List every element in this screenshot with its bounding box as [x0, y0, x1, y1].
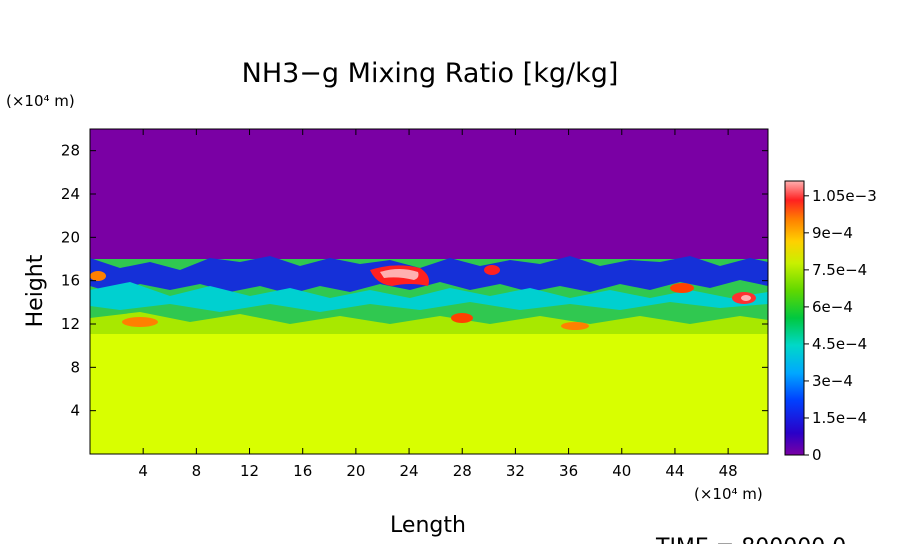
- hotspot-a: [451, 313, 473, 323]
- x-tick-label-5: 24: [400, 462, 419, 480]
- chart-title: NH3−g Mixing Ratio [kg/kg]: [242, 58, 619, 89]
- x-tick-label-10: 44: [665, 462, 684, 480]
- hotspot-d: [741, 295, 751, 301]
- colorbar-tick-label-0: 1.05e−3: [812, 187, 877, 205]
- x-unit-label: (×10⁴ m): [694, 485, 763, 503]
- region-above-cloud: [90, 129, 768, 259]
- colorbar-tick-label-4: 4.5e−4: [812, 335, 867, 353]
- plot-frame: [89, 128, 769, 455]
- x-tick-label-7: 32: [506, 462, 525, 480]
- hotspot-e: [122, 317, 158, 327]
- y-axis: 4 8 12 16 20 24 28: [61, 142, 768, 420]
- colorbar-tick-label-2: 7.5e−4: [812, 261, 867, 279]
- y-tick-label-5: 24: [61, 185, 80, 203]
- colorbar-tick-label-6: 1.5e−4: [812, 409, 867, 427]
- cloud-base-band: [90, 312, 768, 334]
- x-axis: 4 8 12 16 20 24 28 32 36 40 44 48: [138, 129, 738, 480]
- y-unit-label: (×10⁴ m): [6, 92, 75, 110]
- colorbar-scale: [784, 180, 805, 456]
- x-tick-label-1: 8: [192, 462, 202, 480]
- y-tick-label-0: 4: [70, 402, 80, 420]
- y-tick-label-6: 28: [61, 142, 80, 160]
- cloud-top-band: [90, 256, 768, 294]
- y-tick-label-1: 8: [70, 358, 80, 376]
- cloud-cyan-band: [90, 282, 768, 312]
- x-tick-label-2: 12: [240, 462, 259, 480]
- x-tick-label-8: 36: [559, 462, 578, 480]
- colorbar-tick-label-5: 3e−4: [812, 372, 853, 390]
- x-tick-label-4: 20: [346, 462, 365, 480]
- time-label: TIME = 800000.0: [655, 535, 846, 544]
- colorbar: [784, 180, 805, 456]
- colorbar-ticks: 1.05e−3 9e−4 7.5e−4 6e−4 4.5e−4 3e−4 1.5e−4 0: [804, 187, 877, 464]
- hotspot-f: [90, 271, 106, 281]
- plot-area: [89, 128, 769, 455]
- y-tick-label-2: 12: [61, 315, 80, 333]
- hotspot-g: [670, 283, 694, 293]
- x-tick-label-9: 40: [612, 462, 631, 480]
- y-axis-label: Height: [23, 254, 48, 327]
- hotspot-b: [484, 265, 500, 275]
- hotspot-core: [380, 269, 419, 280]
- y-tick-label-4: 20: [61, 228, 80, 246]
- colorbar-tick-label-1: 9e−4: [812, 224, 853, 242]
- colorbar-tick-label-3: 6e−4: [812, 298, 853, 316]
- x-tick-label-3: 16: [293, 462, 312, 480]
- x-tick-label-0: 4: [138, 462, 148, 480]
- x-tick-label-11: 48: [719, 462, 738, 480]
- region-lower: [90, 333, 768, 454]
- y-tick-label-3: 16: [61, 272, 80, 290]
- hotspot-h: [561, 322, 589, 330]
- colorbar-tick-label-7: 0: [812, 446, 822, 464]
- x-tick-label-6: 28: [453, 462, 472, 480]
- x-axis-label: Length: [390, 513, 466, 538]
